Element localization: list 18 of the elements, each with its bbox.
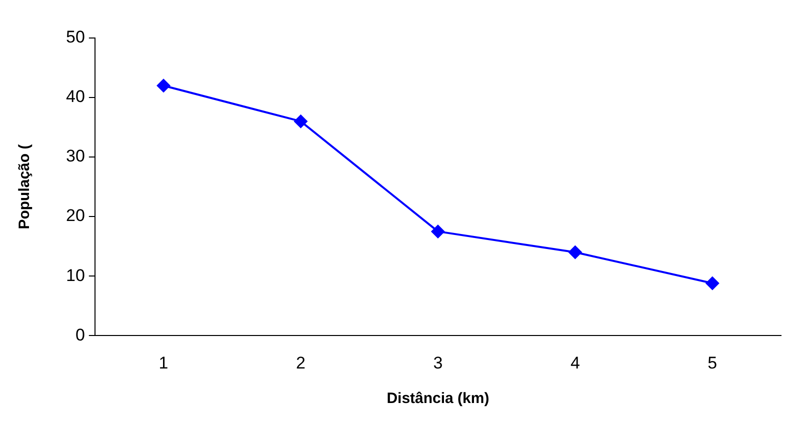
point bbox=[294, 114, 308, 128]
point bbox=[705, 276, 720, 290]
y-tick-label: 30 bbox=[66, 146, 85, 166]
y-tick-label: 50 bbox=[66, 28, 85, 47]
x-axis-title: Distância (km) bbox=[386, 390, 490, 408]
point bbox=[156, 78, 171, 93]
x-tick-label: 5 bbox=[708, 353, 718, 372]
x-tick-label: 2 bbox=[296, 353, 306, 372]
y-tick-label: 40 bbox=[66, 87, 85, 106]
y-axis-title: População ( bbox=[16, 144, 34, 230]
x-tick-label: 1 bbox=[158, 353, 168, 372]
y-tick-label: 0 bbox=[75, 325, 85, 344]
point bbox=[568, 245, 582, 260]
y-tick-label: 20 bbox=[66, 206, 85, 226]
y-tick-label: 10 bbox=[66, 266, 85, 285]
x-tick-label: 4 bbox=[570, 353, 580, 372]
point bbox=[430, 224, 445, 238]
x-tick-label: 3 bbox=[433, 353, 443, 372]
